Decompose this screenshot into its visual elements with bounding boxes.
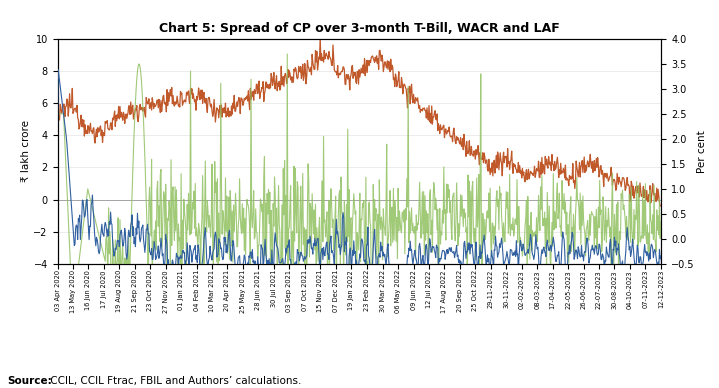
Title: Chart 5: Spread of CP over 3-month T-Bill, WACR and LAF: Chart 5: Spread of CP over 3-month T-Bil…: [159, 22, 560, 35]
Y-axis label: Per cent: Per cent: [697, 130, 707, 173]
Text: Source:: Source:: [7, 376, 52, 386]
Y-axis label: ₹ lakh crore: ₹ lakh crore: [21, 120, 31, 182]
Text: CCIL, CCIL Ftrac, FBIL and Authors’ calculations.: CCIL, CCIL Ftrac, FBIL and Authors’ calc…: [47, 376, 301, 386]
